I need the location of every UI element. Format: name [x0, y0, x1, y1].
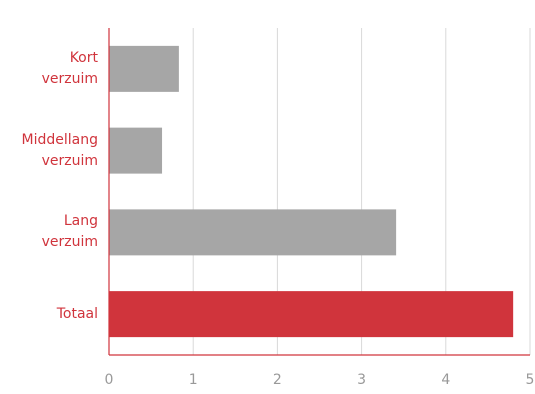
- x-tick-label: 3: [357, 372, 367, 388]
- y-tick-label: Kort verzuim: [0, 39, 98, 99]
- x-tick-label: 0: [104, 372, 114, 388]
- bar: [109, 45, 179, 92]
- bar: [109, 291, 514, 338]
- y-tick-label: Middellang verzuim: [0, 121, 98, 181]
- x-tick-label: 4: [441, 372, 451, 388]
- category-label: Lang verzuim: [41, 213, 98, 251]
- bar: [109, 127, 163, 174]
- x-tick-label: 2: [272, 372, 282, 388]
- y-tick-label: Lang verzuim: [0, 202, 98, 262]
- y-tick-label: Totaal: [0, 284, 98, 344]
- bar: [109, 209, 397, 256]
- x-tick-label: 5: [525, 372, 535, 388]
- category-label: Middellang verzuim: [21, 131, 98, 169]
- x-tick-label: 1: [188, 372, 198, 388]
- category-label: Kort verzuim: [41, 49, 98, 87]
- category-label: Totaal: [56, 305, 98, 322]
